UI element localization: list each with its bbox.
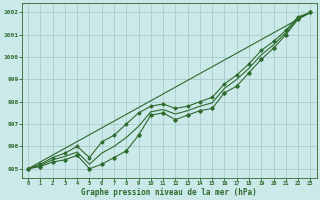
X-axis label: Graphe pression niveau de la mer (hPa): Graphe pression niveau de la mer (hPa)	[81, 188, 257, 197]
